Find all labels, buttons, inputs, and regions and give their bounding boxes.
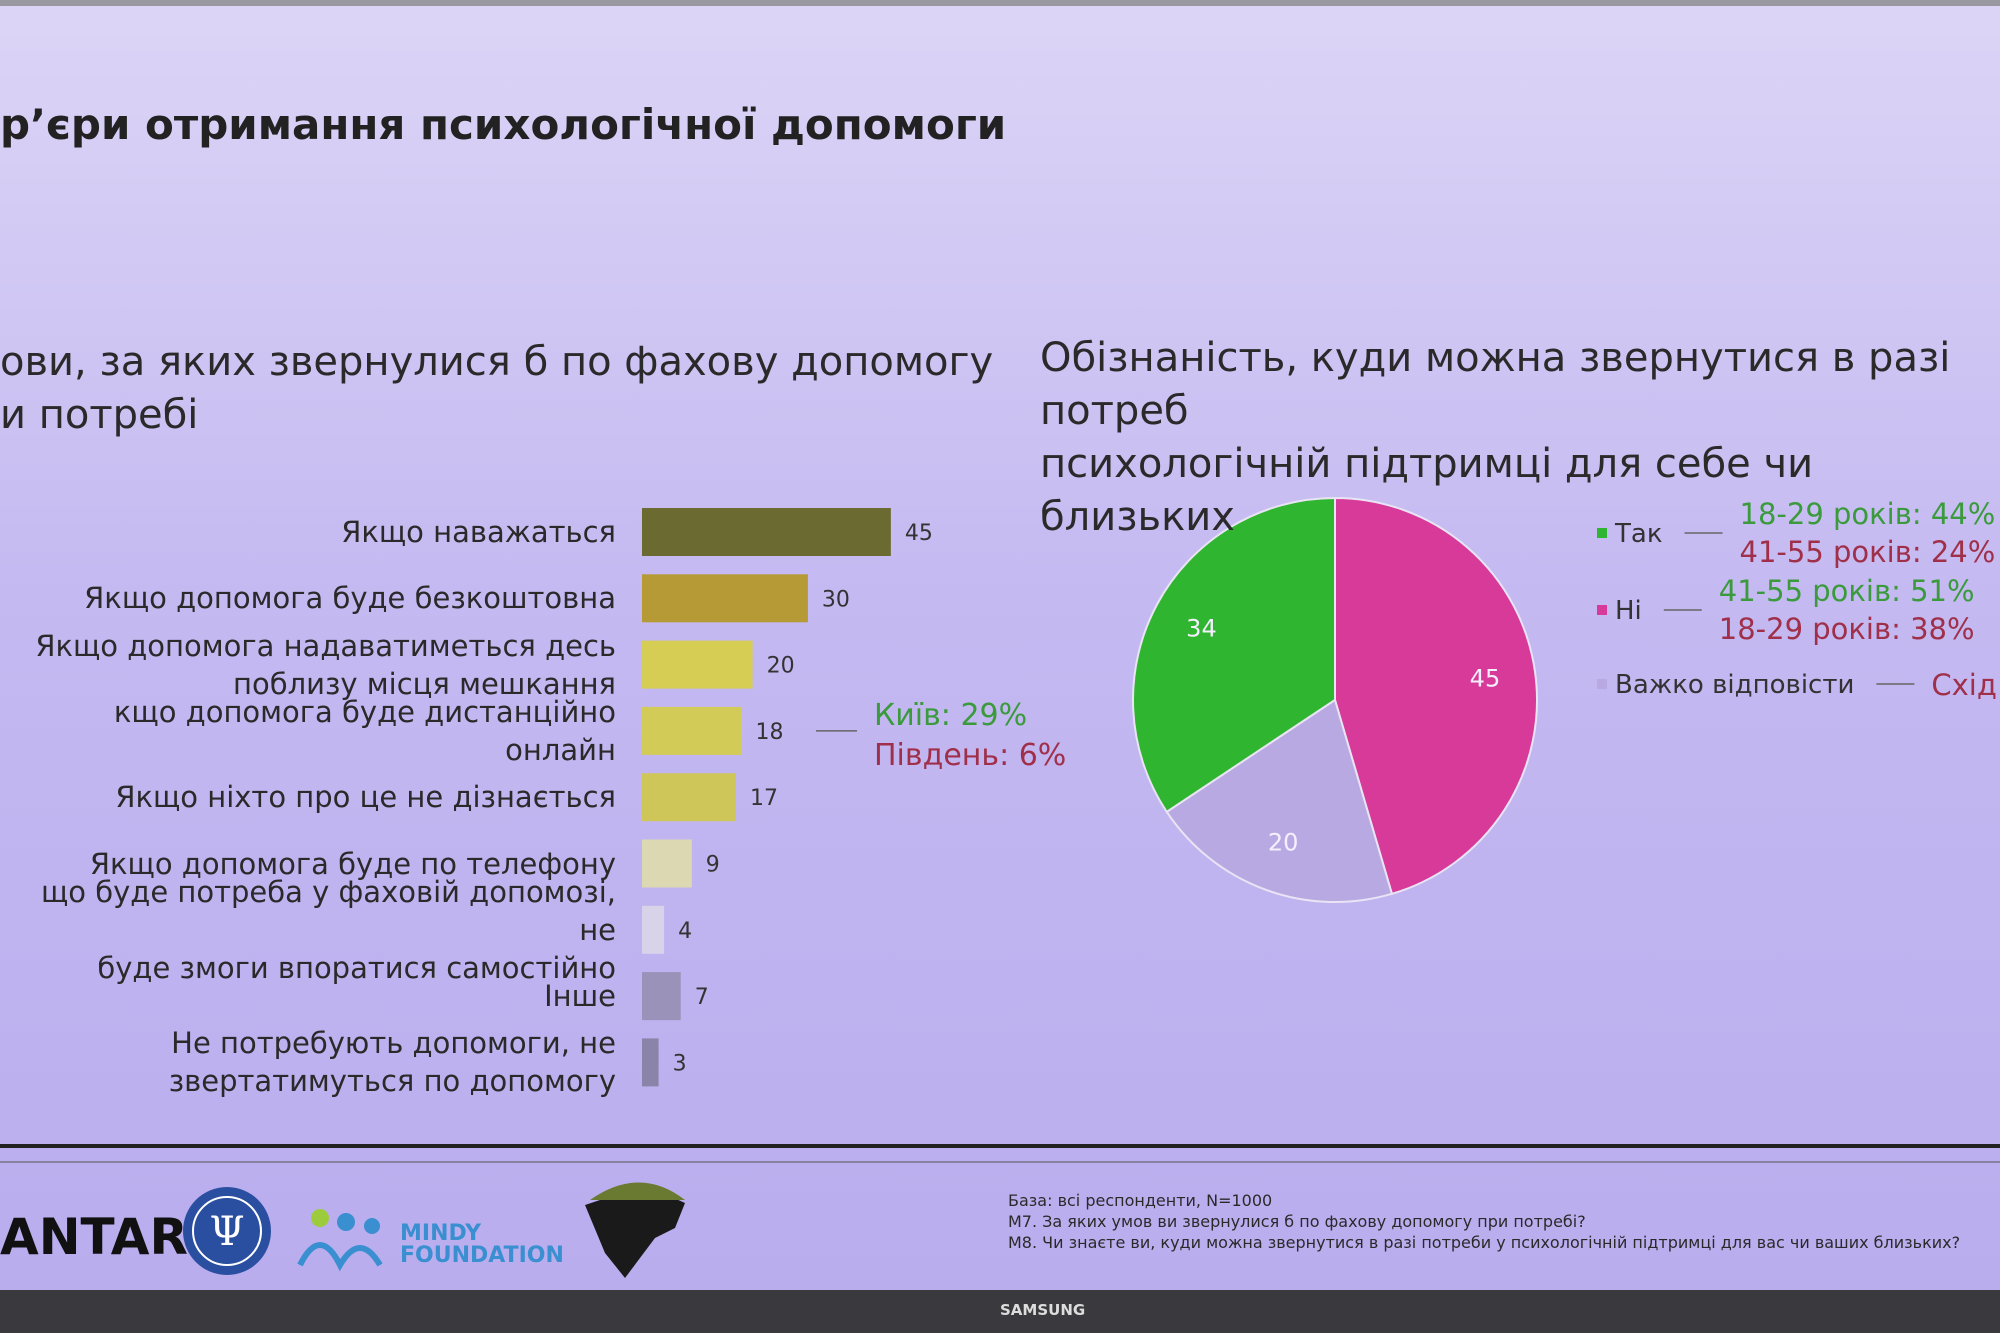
note: 18-29 років: 38% <box>1719 612 1975 646</box>
value-label: 18 <box>756 720 784 745</box>
badger-logo <box>585 1185 685 1278</box>
note: Схід: 1 <box>1931 668 2000 702</box>
bar <box>642 508 891 556</box>
footer-notes: База: всі респонденти, N=1000 М7. За яких… <box>1008 1190 1960 1253</box>
value-label: 7 <box>695 985 709 1010</box>
slice-label: 45 <box>1470 664 1501 692</box>
institute-logo: Ψ <box>209 1209 244 1255</box>
bar <box>642 773 737 822</box>
chart-title: ови, за яких звернулися б по фахову допо… <box>0 339 994 438</box>
bezel-top <box>0 0 2000 6</box>
value-label: 30 <box>822 587 850 612</box>
footer-note: М8. Чи знаєте ви, куди можна звернутися … <box>1008 1233 1961 1252</box>
bar <box>642 706 742 755</box>
monitor-bezel <box>0 1290 2000 1333</box>
kantar-logo: ANTAR <box>0 1208 188 1266</box>
bar <box>642 905 665 954</box>
legend-label: Ні <box>1615 596 1642 626</box>
note: 18-29 років: 44% <box>1740 497 1996 531</box>
slide-title: р’єри отримання психологічної допомоги <box>0 100 1007 149</box>
chart-title: Обізнаність, куди можна звернутися в раз… <box>1040 335 1951 540</box>
category-label: Якщо допомога буде безкоштовна <box>84 581 616 616</box>
category-label: кщо допомога буде дистанційно онлайн <box>113 694 616 767</box>
category-label: Якщо допомога буде по телефону <box>89 846 616 881</box>
bar <box>642 972 681 1021</box>
footer-note: М7. За яких умов ви звернулися б по фахо… <box>1008 1212 1586 1231</box>
mindy-icon <box>297 1209 383 1272</box>
badger-logo <box>590 1182 685 1200</box>
value-label: 45 <box>905 521 933 546</box>
value-label: 17 <box>750 786 778 811</box>
monitor-brand: SAMSUNG <box>1000 1301 1086 1319</box>
slice-label: 20 <box>1268 828 1299 856</box>
bar <box>642 640 753 689</box>
category-label: що буде потреба у фаховій допомозі, не б… <box>40 874 616 985</box>
legend-label: Так <box>1614 519 1663 549</box>
institute-logo <box>183 1187 271 1275</box>
category-label: Якщо допомога надаватиметься десь поблиз… <box>35 628 616 701</box>
value-label: 4 <box>678 919 692 944</box>
legend-marker <box>1597 528 1607 538</box>
legend-label: Важко відповісти <box>1615 670 1854 700</box>
note: 41-55 років: 24% <box>1740 535 1996 569</box>
note: Київ: 29% <box>874 698 1027 733</box>
note: Південь: 6% <box>874 738 1066 773</box>
mindy-logo: MINDY <box>400 1221 482 1246</box>
value-label: 20 <box>767 654 795 679</box>
bar <box>642 839 692 888</box>
mindy-logo: FOUNDATION <box>400 1243 564 1268</box>
pie-slice <box>1334 496 1539 896</box>
bar <box>642 574 808 623</box>
legend-marker <box>1597 605 1607 615</box>
category-label: Не потребують допомоги, не звертатимутьс… <box>168 1026 616 1099</box>
category-label: Інше <box>544 979 616 1014</box>
institute-logo <box>192 1196 262 1266</box>
value-label: 9 <box>706 853 720 878</box>
value-label: 3 <box>673 1051 687 1076</box>
footer-note: База: всі респонденти, N=1000 <box>1008 1191 1273 1210</box>
note: 41-55 років: 51% <box>1719 574 1975 608</box>
category-label: Якщо ніхто про це не дізнається <box>115 780 616 815</box>
bar <box>642 1038 659 1087</box>
category-label: Якщо наважаться <box>341 515 616 549</box>
slice-label: 34 <box>1186 614 1217 642</box>
legend-marker <box>1597 679 1607 689</box>
pie-slice <box>1165 698 1394 903</box>
